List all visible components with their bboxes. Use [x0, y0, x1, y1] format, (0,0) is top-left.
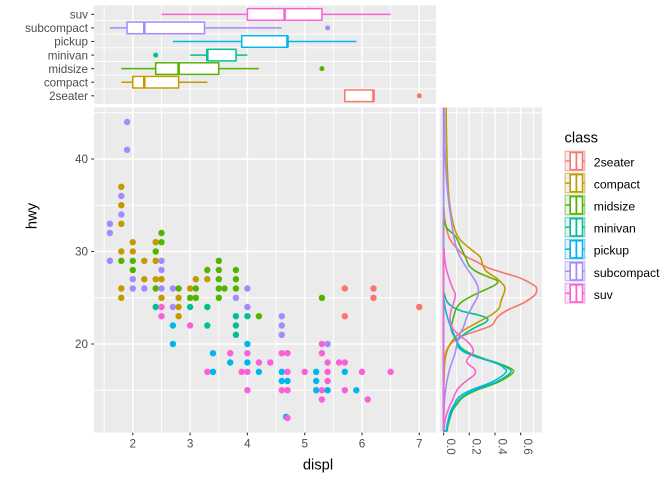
svg-text:hwy: hwy	[25, 202, 41, 229]
svg-text:suv: suv	[70, 9, 88, 22]
svg-text:minivan: minivan	[48, 49, 88, 62]
svg-text:40: 40	[75, 153, 89, 166]
svg-text:subcompact: subcompact	[594, 266, 660, 280]
svg-text:6: 6	[359, 438, 366, 451]
svg-text:30: 30	[75, 246, 89, 259]
svg-text:suv: suv	[594, 288, 614, 302]
svg-text:20: 20	[75, 338, 89, 351]
svg-text:compact: compact	[44, 76, 89, 89]
svg-text:2seater: 2seater	[49, 90, 88, 103]
svg-text:2seater: 2seater	[594, 156, 635, 170]
svg-text:subcompact: subcompact	[25, 22, 89, 35]
svg-text:5: 5	[301, 438, 308, 451]
svg-text:2: 2	[130, 438, 137, 451]
svg-text:midsize: midsize	[594, 200, 636, 214]
svg-text:0.0: 0.0	[444, 439, 457, 456]
svg-text:3: 3	[187, 438, 194, 451]
svg-text:minivan: minivan	[594, 222, 636, 236]
svg-text:pickup: pickup	[594, 244, 629, 258]
svg-text:7: 7	[416, 438, 423, 451]
svg-text:0.4: 0.4	[495, 439, 508, 456]
svg-text:0.6: 0.6	[521, 439, 534, 455]
svg-text:pickup: pickup	[54, 36, 88, 49]
svg-text:4: 4	[244, 438, 251, 451]
svg-text:displ: displ	[303, 458, 333, 474]
svg-text:midsize: midsize	[48, 63, 88, 76]
svg-text:class: class	[565, 131, 598, 147]
svg-text:0.2: 0.2	[470, 439, 483, 455]
svg-text:compact: compact	[594, 178, 641, 192]
